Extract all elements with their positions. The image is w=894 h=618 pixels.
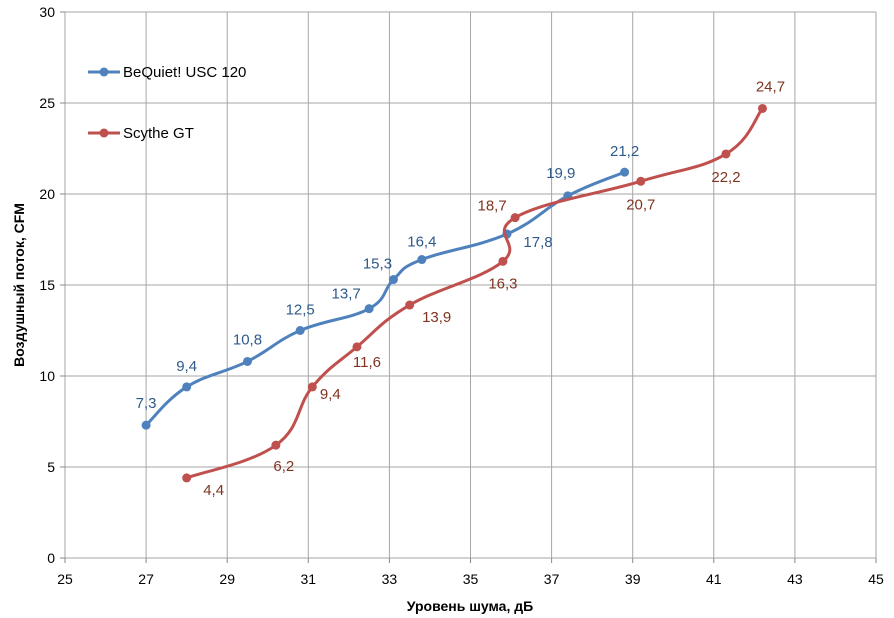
data-label: 15,3 (363, 256, 392, 273)
x-tick-label: 35 (463, 571, 479, 587)
y-tick-label: 0 (47, 550, 55, 566)
data-label: 21,2 (610, 143, 639, 160)
x-tick-label: 41 (706, 571, 722, 587)
x-tick-label: 37 (544, 571, 560, 587)
data-label: 20,7 (626, 196, 655, 213)
x-tick-label: 31 (301, 571, 317, 587)
x-tick-label: 39 (625, 571, 641, 587)
data-point (510, 213, 520, 223)
y-axis-title: Воздушный поток, CFM (11, 203, 27, 367)
data-point (388, 275, 398, 285)
data-label: 16,3 (488, 275, 517, 292)
y-tick-label: 5 (47, 459, 55, 475)
legend-label: BeQuiet! USC 120 (123, 64, 246, 81)
data-point (242, 356, 252, 366)
x-axis-title: Уровень шума, дБ (407, 598, 533, 614)
x-tick-label: 43 (787, 571, 803, 587)
series-0: 7,3 9,4 10,8 12,5 13,715,3 16,4 17,8 19,9 21,2 (136, 143, 639, 430)
x-tick-label: 27 (138, 571, 154, 587)
data-label: 17,8 (523, 234, 552, 251)
data-label: 7,3 (136, 395, 157, 412)
data-label: 12,5 (286, 302, 315, 319)
data-point (182, 473, 192, 483)
legend: BeQuiet! USC 120 Scythe GT (88, 64, 246, 142)
series: 7,39,410,812,513,715,316,4 17,819,921,24,… (136, 78, 785, 498)
data-point (271, 440, 281, 450)
data-point (417, 255, 427, 265)
y-tick-label: 10 (39, 368, 55, 384)
data-label: 13,7 (332, 286, 361, 303)
data-point (307, 382, 317, 392)
legend-marker (99, 128, 109, 138)
data-label: 9,4 (176, 358, 197, 375)
grid (60, 11, 877, 563)
data-point (364, 304, 374, 314)
data-point (182, 382, 192, 392)
y-tick-label: 30 (39, 4, 55, 20)
data-point (295, 326, 305, 335)
x-tick-label: 45 (868, 571, 884, 587)
data-label: 24,7 (756, 78, 785, 95)
data-point (352, 342, 362, 352)
series-1: 4,4 6,2 9,4 11,6 13,9 16,3 18,7 20,7 22,2 24,7 (182, 78, 785, 499)
data-point (636, 176, 646, 186)
data-label: 13,9 (422, 309, 451, 326)
data-label: 4,4 (203, 482, 224, 499)
legend-label: Scythe GT (123, 125, 194, 142)
data-point (141, 420, 151, 430)
data-point (498, 256, 508, 266)
y-tick-label: 25 (39, 95, 55, 111)
tick-labels: 25 27 29 31 33 35 37 39 41 43 45 0 5 10 15 20 25 30 (39, 4, 884, 587)
data-label: 6,2 (273, 458, 294, 475)
series-line (186, 107, 764, 480)
data-point (405, 300, 415, 310)
legend-marker (99, 67, 109, 77)
y-tick-label: 15 (39, 277, 55, 293)
x-tick-label: 29 (219, 571, 235, 587)
data-label: 9,4 (320, 386, 341, 403)
x-tick-label: 25 (57, 571, 73, 587)
data-label: 10,8 (233, 331, 262, 348)
x-tick-label: 33 (382, 571, 398, 587)
data-point (620, 167, 630, 177)
data-label: 19,9 (546, 165, 575, 182)
y-tick-label: 20 (39, 186, 55, 202)
data-point (757, 103, 767, 113)
data-label: 22,2 (711, 169, 740, 186)
data-label: 18,7 (478, 198, 507, 215)
series-line (145, 170, 626, 427)
data-point (721, 149, 731, 159)
data-label: 11,6 (353, 354, 381, 371)
data-label: 16,4 (407, 234, 436, 251)
